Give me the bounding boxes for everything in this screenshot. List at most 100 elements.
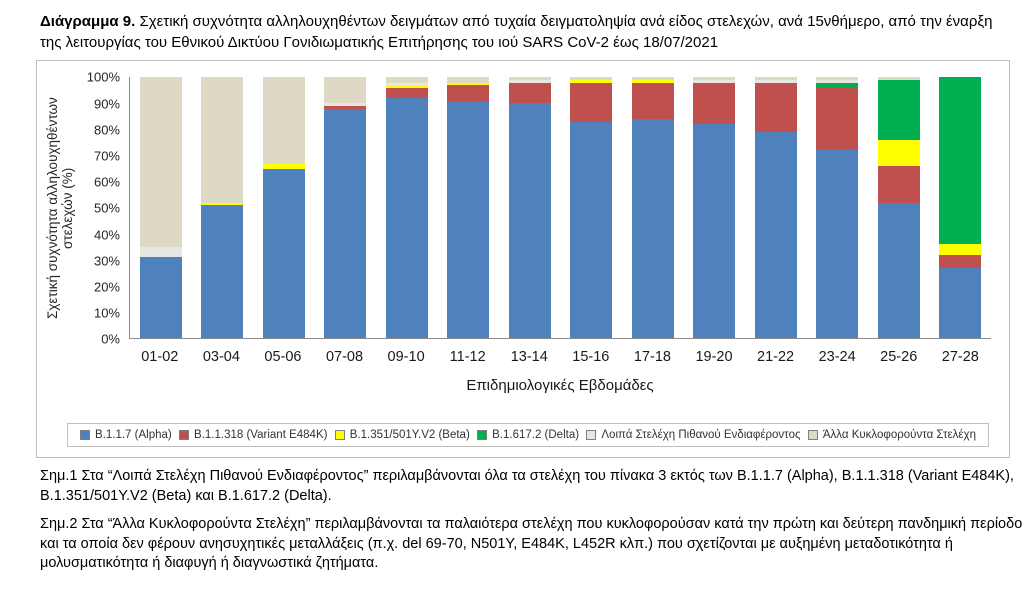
x-tick-label: 27-28 [941,349,979,366]
bar-stack [816,77,859,339]
bar-segment [631,82,674,120]
chart-legend: B.1.1.7 (Alpha) B.1.1.318 (Variant E484K)… [67,423,989,448]
bar-07-08 [315,77,377,339]
bar-stack [939,77,982,339]
bar-segment [693,124,736,339]
bar-stack [201,77,244,339]
bar-segment [570,121,613,339]
y-tick-label: 10% [93,305,120,321]
bar-stack [631,77,674,339]
bar-segment [139,257,182,339]
legend-item: B.1.617.2 (Delta) [477,429,579,441]
x-axis-title: Επιδημιολογικές Εβδομάδες [466,377,654,395]
x-tick-label: 09-10 [387,349,425,366]
bar-segment [262,163,305,169]
bar-segment [877,80,920,141]
bar-segment [693,77,736,80]
bar-27-28 [930,77,992,339]
x-tick-label: 17-18 [633,349,671,366]
legend-swatch-icon [477,430,488,441]
legend-item: B.1.1.318 (Variant E484K) [179,429,327,441]
bar-segment [631,77,674,80]
bar-segment [877,202,920,339]
y-axis-title: Σχετική συχνότητα αλληλουχηθέντων στελεχ… [45,97,75,320]
x-tick-label: 11-12 [449,349,486,366]
legend-swatch-icon [334,430,345,441]
bar-stack [754,77,797,339]
legend-label: Άλλα Κυκλοφορούντα Στελέχη [822,429,976,442]
bar-segment [508,82,551,104]
bar-segment [754,82,797,133]
bar-segment [385,77,428,83]
bar-13-14 [499,77,561,339]
bar-segment [508,80,551,83]
bar-segment [385,98,428,339]
x-axis-ticks: 01-02 03-04 05-06 07-08 09-10 11-12 13-14 15-16… [129,339,991,365]
bar-15-16 [561,77,623,339]
bar-segment [324,108,367,339]
y-tick-label: 20% [93,279,120,295]
legend-label: B.1.1.318 (Variant E484K) [194,429,328,442]
note-1: Σημ.1 Στα “Λοιπά Στελέχη Πιθανού Ενδιαφέ… [40,468,1014,504]
bar-segment [816,87,859,151]
x-tick-label: 23-24 [818,349,856,366]
bar-stack [447,77,490,339]
bar-segment [816,77,859,81]
bar-segment [754,132,797,339]
bar-segment [877,140,920,167]
bar-segment [508,77,551,80]
figure-caption: Διάγραμμα 9. Σχετική συχνότητα αλληλουχη… [40,12,1008,53]
x-tick-label: 19-20 [695,349,733,366]
bar-segment [262,168,305,339]
bar-segment [693,80,736,83]
bar-stack [262,77,305,339]
bar-segment [570,80,613,83]
bar-segment [816,150,859,339]
bar-segment [816,82,859,88]
bar-segment [139,247,182,258]
x-tick-label: 21-22 [757,349,795,366]
x-tick-label: 03-04 [202,349,240,366]
bar-segment [693,82,736,125]
note-2: Σημ.2 Στα “Άλλα Κυκλοφορούντα Στελέχη” π… [40,516,1023,572]
chart-body: Σχετική συχνότητα αλληλουχηθέντων στελεχ… [45,71,991,394]
bar-stack [385,77,428,339]
y-axis-ticks: 0% 10% 20% 30% 40% 50% 60% 70% 80% 90% 100% [75,71,129,346]
bar-segment [447,85,490,101]
bar-segment [324,77,367,104]
legend-label: Λοιπά Στελέχη Πιθανού Ενδιαφέροντος [601,429,801,442]
legend-item: B.1.351/501Y.V2 (Beta) [334,429,470,441]
y-tick-label: 70% [93,148,120,164]
plot-column: 01-02 03-04 05-06 07-08 09-10 11-12 13-14 15-16… [129,77,991,394]
y-tick-label: 90% [93,96,120,112]
bar-segment [939,77,982,245]
legend-swatch-icon [807,430,818,441]
y-tick-label: 60% [93,174,120,190]
legend-swatch-icon [179,430,190,441]
bar-segment [447,82,490,86]
legend-label: B.1.1.7 (Alpha) [95,429,172,442]
bar-01-02 [130,77,192,339]
y-tick-label: 40% [93,227,120,243]
bar-segment [385,82,428,86]
bar-segment [939,244,982,255]
bar-09-10 [376,77,438,339]
legend-item: Λοιπά Στελέχη Πιθανού Ενδιαφέροντος [586,429,801,442]
y-tick-label: 50% [93,200,120,216]
bar-stack [508,77,551,339]
plot-area [129,77,992,340]
figure-caption-number: Διάγραμμα 9. [40,13,136,30]
bar-stack [139,77,182,339]
legend-swatch-icon [80,430,90,441]
bar-segment [447,100,490,339]
bar-stack [570,77,613,339]
bar-segment [385,87,428,99]
bar-segment [939,267,982,339]
bar-segment [201,202,244,206]
bar-segment [877,166,920,203]
bar-19-20 [684,77,746,339]
bar-segment [754,80,797,83]
bar-segment [447,77,490,83]
bar-17-18 [622,77,684,339]
